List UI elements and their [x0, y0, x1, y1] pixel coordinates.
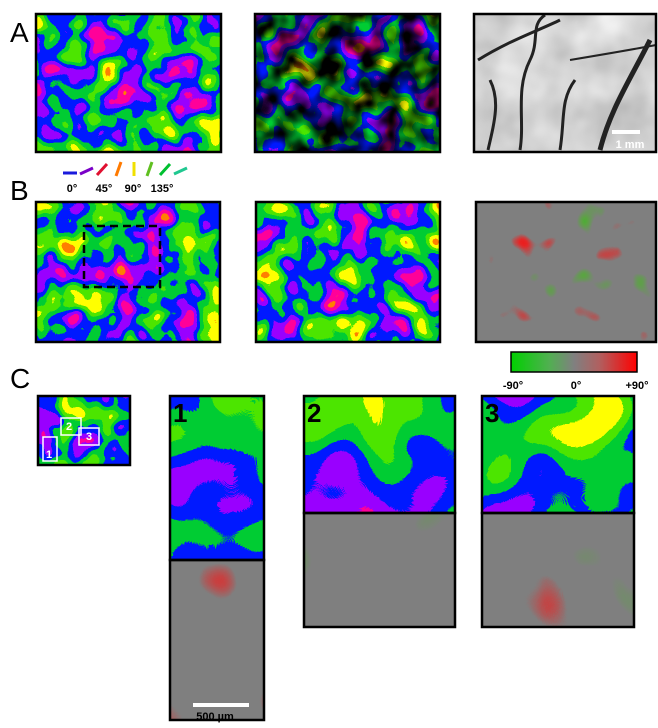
legend-label: 45°	[96, 183, 113, 195]
legend-label: 90°	[125, 183, 142, 195]
legend-label: 135°	[151, 183, 174, 195]
zoom-orientation	[482, 396, 634, 513]
zoom-label: 1	[173, 398, 187, 428]
orientation-legend	[63, 162, 187, 176]
legend-label: 0°	[67, 183, 78, 195]
orientation-map	[36, 202, 220, 342]
colorbar	[511, 352, 637, 372]
zoom-label: 3	[485, 398, 499, 428]
colorbar-label: -90°	[503, 380, 523, 392]
panel-label: A	[10, 17, 29, 48]
figure: A 1 mm 0° 45° 90° 135° B C	[0, 0, 658, 723]
orientation-map	[36, 14, 221, 152]
zoom-difference	[170, 560, 264, 720]
scale-label: 1 mm	[616, 139, 645, 151]
difference-map	[476, 202, 656, 342]
inset-label: 1	[46, 449, 52, 461]
orientation-map	[256, 202, 440, 342]
colorbar-label: +90°	[625, 380, 648, 392]
zoom-difference	[304, 513, 455, 627]
panel-label: C	[10, 363, 30, 394]
colorbar-label: 0°	[571, 380, 582, 392]
scale-label: 500 µm	[196, 711, 234, 723]
panel-label: B	[10, 175, 29, 206]
inset-label: 2	[66, 421, 72, 433]
zoom-difference	[482, 513, 634, 627]
shading	[255, 14, 440, 152]
zoom-label: 2	[307, 398, 321, 428]
inset-label: 3	[86, 431, 92, 443]
zoom-orientation	[304, 396, 455, 513]
